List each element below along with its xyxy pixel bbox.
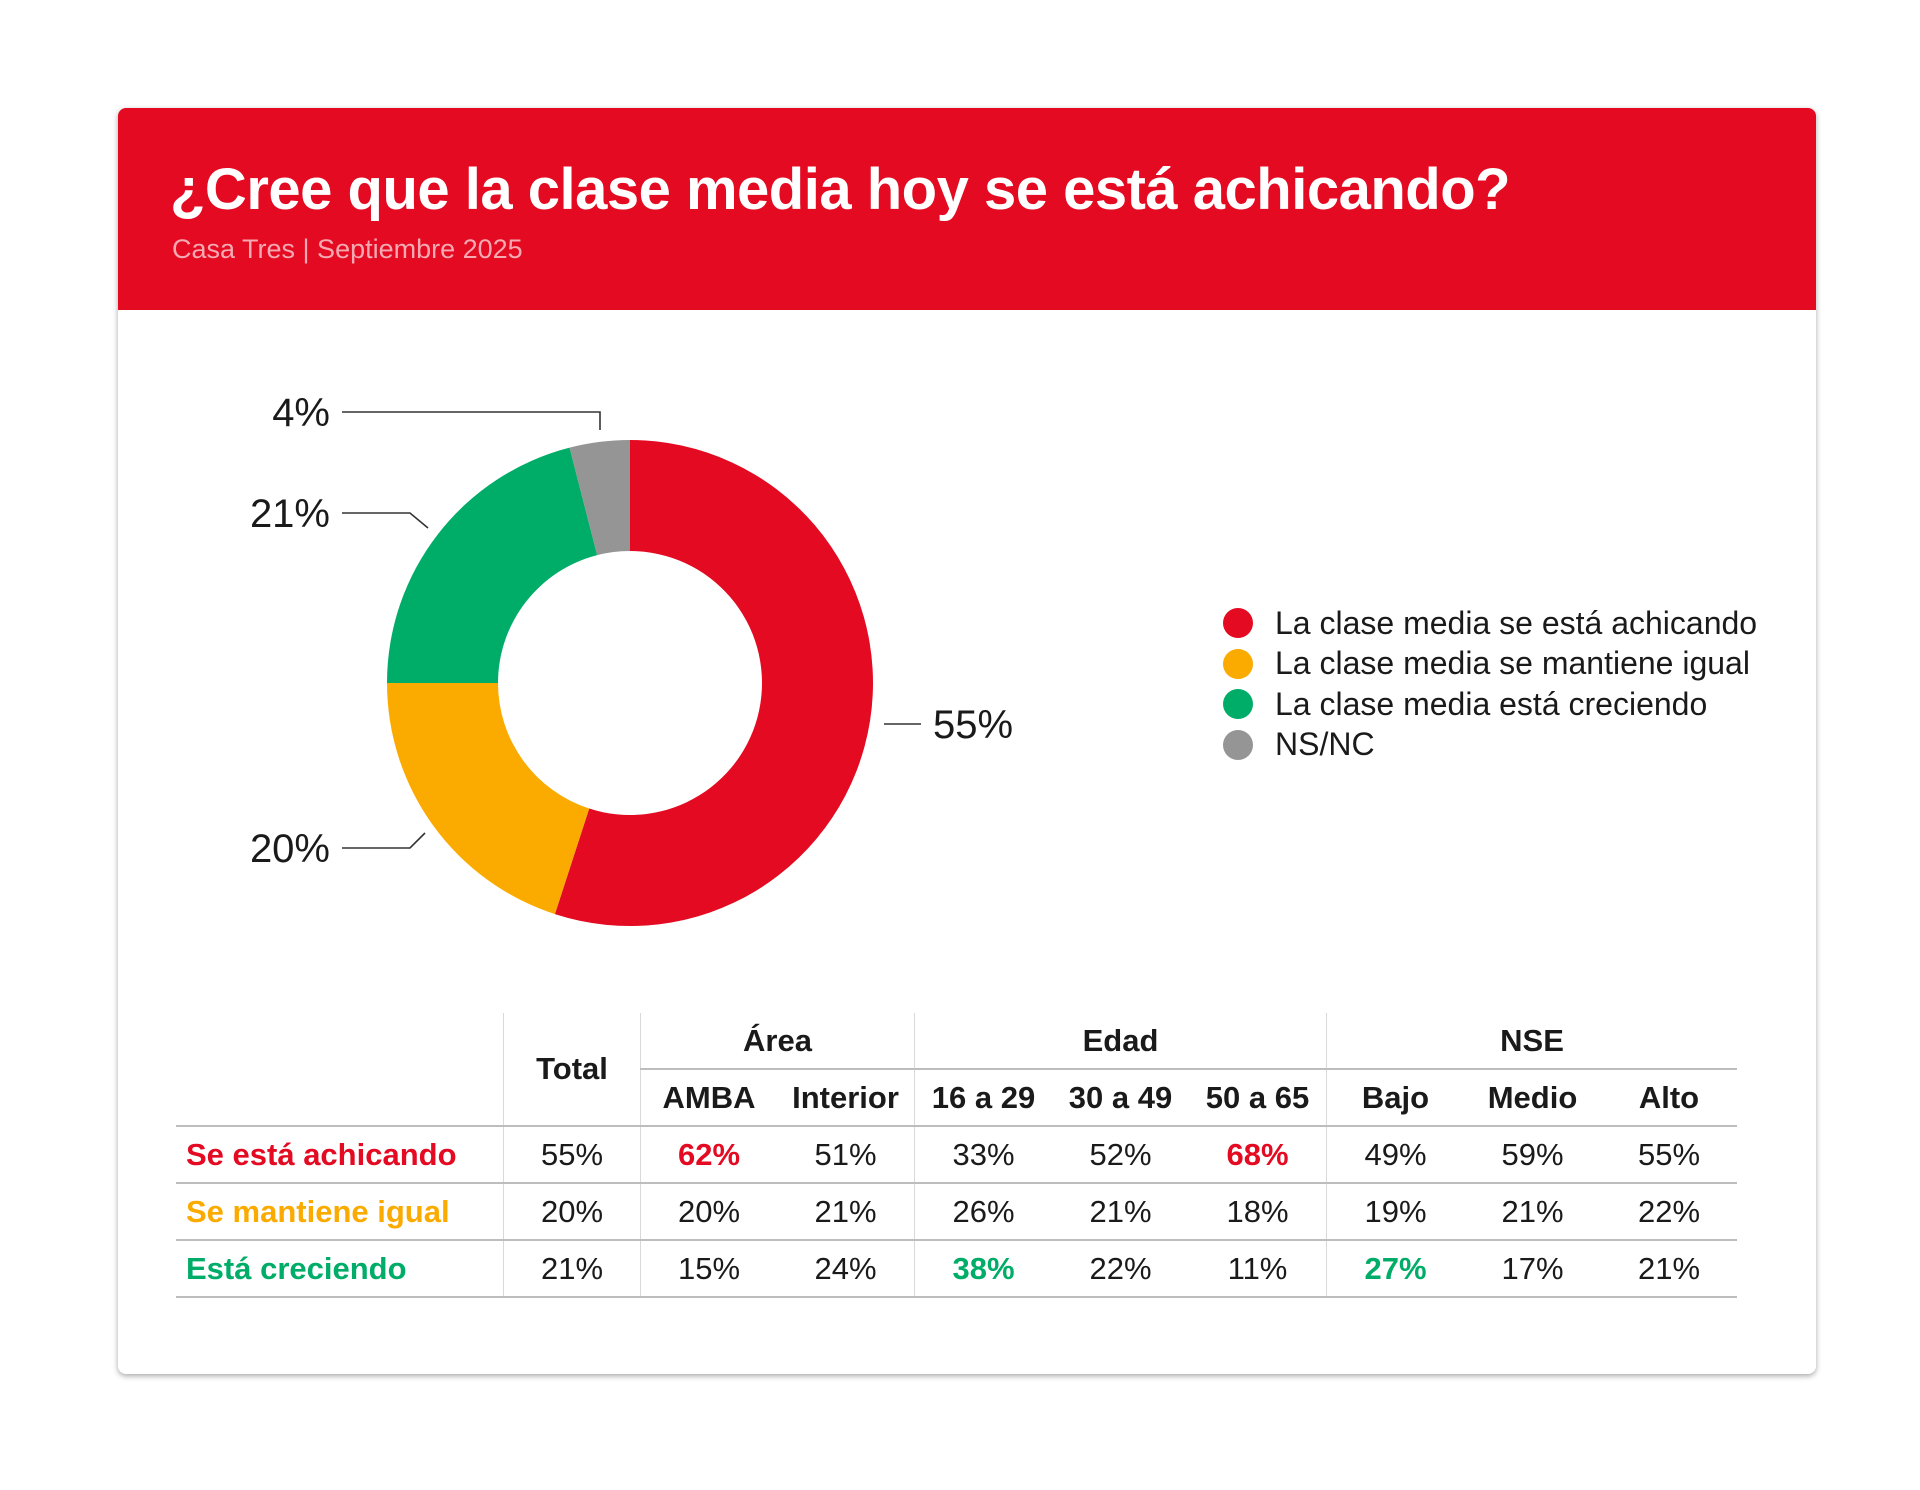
legend-label: La clase media se está achicando xyxy=(1275,604,1758,641)
chart-subtitle: Casa Tres | Septiembre 2025 xyxy=(172,234,523,264)
donut-slice xyxy=(554,440,873,927)
col-header-total: Total xyxy=(503,1013,641,1127)
table-cell: 55% xyxy=(503,1126,641,1184)
col-header: Medio xyxy=(1464,1069,1601,1127)
table-row: Está creciendo 21% 15% 24% 38% 22% 11% 27% 17% 21… xyxy=(176,1240,1737,1298)
table-cell: 18% xyxy=(1189,1183,1327,1241)
table-cell: 11% xyxy=(1189,1240,1327,1298)
table-cell: 24% xyxy=(777,1240,915,1298)
data-label: 21% xyxy=(250,492,330,536)
row-label: Se mantiene igual xyxy=(176,1183,504,1241)
table-cell: 51% xyxy=(777,1126,915,1184)
table-cell: 33% xyxy=(914,1126,1052,1184)
col-header: 50 a 65 xyxy=(1189,1069,1327,1127)
legend-item: NS/NC xyxy=(1223,725,1757,766)
table-cell: 17% xyxy=(1464,1240,1601,1298)
legend-swatch xyxy=(1223,648,1253,679)
donut-slice xyxy=(387,447,598,683)
legend-item: La clase media se está achicando xyxy=(1223,603,1757,644)
table-cell: 52% xyxy=(1052,1126,1189,1184)
legend-label: La clase media se mantiene igual xyxy=(1275,645,1750,682)
table-cell: 49% xyxy=(1326,1126,1464,1184)
leader-line xyxy=(342,832,426,849)
table-cell: 22% xyxy=(1052,1240,1189,1298)
table-cell: 15% xyxy=(640,1240,777,1298)
legend: La clase media se está achicando La clas… xyxy=(1223,603,1757,765)
table-cell: 21% xyxy=(503,1240,641,1298)
donut-slice xyxy=(387,683,590,915)
leader-line xyxy=(342,512,429,529)
col-header: Interior xyxy=(777,1069,915,1127)
table-cell: 19% xyxy=(1326,1183,1464,1241)
table-row: Se está achicando 55% 62% 51% 33% 52% 68% 49% 59… xyxy=(176,1126,1737,1184)
table-cell: 21% xyxy=(1601,1240,1737,1298)
legend-swatch xyxy=(1223,729,1253,760)
table-cell: 22% xyxy=(1601,1183,1737,1241)
row-label: Está creciendo xyxy=(176,1240,504,1298)
table-cell: 20% xyxy=(640,1183,777,1241)
legend-label: NS/NC xyxy=(1275,726,1375,763)
donut-chart: 55% 20% 21% 4% xyxy=(250,391,1013,927)
corner-cell xyxy=(176,1013,504,1127)
table-cell: 21% xyxy=(1052,1183,1189,1241)
donut-slice xyxy=(569,440,630,556)
data-label: 20% xyxy=(250,827,330,871)
legend-label: La clase media está creciendo xyxy=(1275,685,1708,722)
table-cell: 59% xyxy=(1464,1126,1601,1184)
table-row: Se mantiene igual 20% 20% 21% 26% 21% 18% 19% 21… xyxy=(176,1183,1737,1241)
col-header: Alto xyxy=(1601,1069,1737,1127)
chart-card: ¿Cree que la clase media hoy se está ach… xyxy=(118,108,1816,1374)
table-cell: 26% xyxy=(914,1183,1052,1241)
col-header: 30 a 49 xyxy=(1052,1069,1189,1127)
chart-title: ¿Cree que la clase media hoy se está ach… xyxy=(170,157,1511,222)
col-header: AMBA xyxy=(640,1069,777,1127)
legend-item: La clase media está creciendo xyxy=(1223,684,1757,725)
leader-line xyxy=(342,411,601,430)
table-cell: 21% xyxy=(777,1183,915,1241)
table-cell: 27% xyxy=(1326,1240,1464,1298)
group-header-area: Área xyxy=(640,1013,915,1070)
table-cell: 21% xyxy=(1464,1183,1601,1241)
data-label: 55% xyxy=(933,703,1013,747)
table-cell: 55% xyxy=(1601,1126,1737,1184)
table-cell: 68% xyxy=(1189,1126,1327,1184)
header: ¿Cree que la clase media hoy se está ach… xyxy=(118,108,1816,310)
col-header: Bajo xyxy=(1326,1069,1464,1127)
group-header-edad: Edad xyxy=(914,1013,1327,1070)
col-header: 16 a 29 xyxy=(914,1069,1052,1127)
data-label: 4% xyxy=(272,391,330,435)
table-cell: 62% xyxy=(640,1126,777,1184)
legend-item: La clase media se mantiene igual xyxy=(1223,644,1757,685)
group-header-nse: NSE xyxy=(1326,1013,1737,1070)
table-cell: 38% xyxy=(914,1240,1052,1298)
table-cell: 20% xyxy=(503,1183,641,1241)
legend-swatch xyxy=(1223,608,1253,639)
legend-swatch xyxy=(1223,689,1253,720)
crosstab-table: Total Área Edad NSE AMBA Interior 16 a 2… xyxy=(176,1013,1737,1298)
row-label: Se está achicando xyxy=(176,1126,504,1184)
